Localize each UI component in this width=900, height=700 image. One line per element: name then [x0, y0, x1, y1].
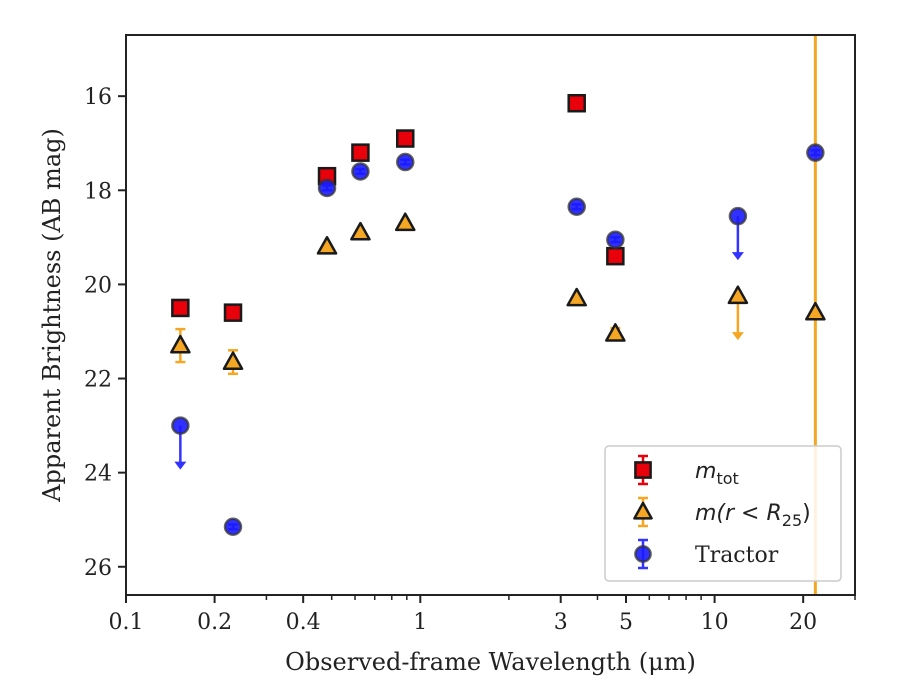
- y-tick-label: 18: [84, 179, 112, 204]
- triangle-marker: [805, 301, 826, 321]
- x-tick-label: 20: [789, 610, 817, 635]
- series-square: [171, 93, 625, 322]
- data-point: [171, 416, 190, 470]
- legend: mtot m(r < R25) Tractor: [604, 445, 842, 582]
- triangle-marker: [394, 212, 416, 232]
- legend-label: m(r < R25): [695, 501, 811, 530]
- circle-marker: [317, 178, 337, 198]
- data-point: [351, 162, 370, 181]
- circle-marker: [223, 517, 243, 537]
- square-marker: [567, 93, 586, 113]
- x-tick-label: 0.2: [197, 610, 232, 635]
- y-axis-label: Apparent Brightness (AB mag): [38, 128, 66, 503]
- upper-limit-arrowhead: [731, 252, 744, 261]
- legend-square-marker: [634, 461, 652, 479]
- data-point: [727, 285, 749, 341]
- legend-label: mtot: [695, 459, 739, 488]
- triangle-marker: [316, 236, 338, 255]
- square-marker: [606, 246, 625, 266]
- triangle-marker: [566, 287, 587, 307]
- plot-frame: [125, 34, 856, 596]
- x-tick-label: 1: [413, 610, 427, 635]
- data-point: [316, 236, 338, 255]
- triangle-marker: [727, 285, 749, 305]
- data-point: [567, 93, 586, 113]
- y-tick-label: 22: [84, 368, 112, 393]
- circle-marker: [171, 416, 190, 435]
- legend-item: m(r < R25): [633, 496, 811, 530]
- data-point: [396, 152, 415, 172]
- x-tick-label: 0.4: [286, 610, 321, 635]
- data-points: [170, 93, 826, 537]
- x-axis-label: Observed-frame Wavelength (μm): [285, 648, 696, 676]
- legend-box: [604, 445, 842, 582]
- data-point: [171, 298, 190, 318]
- data-point: [805, 301, 826, 321]
- upper-limit-arrowhead: [731, 332, 744, 341]
- square-marker: [351, 143, 370, 162]
- data-point: [566, 287, 587, 307]
- y-tick-label: 16: [84, 85, 112, 110]
- triangle-marker: [170, 334, 191, 354]
- legend-circle-marker: [634, 545, 652, 563]
- data-point: [170, 327, 191, 364]
- data-point: [351, 143, 370, 162]
- data-point: [396, 129, 415, 148]
- series-circle: [171, 143, 825, 537]
- circle-marker: [728, 206, 748, 226]
- legend-triangle-marker: [633, 501, 653, 520]
- circle-marker: [396, 152, 415, 172]
- data-point: [317, 178, 337, 198]
- data-point: [350, 221, 371, 241]
- upper-limit-arrowhead: [174, 461, 187, 470]
- data-point: [223, 303, 243, 322]
- data-point: [222, 349, 244, 376]
- data-point: [606, 246, 625, 266]
- x-tick-label: 10: [701, 610, 729, 635]
- triangle-marker: [605, 323, 626, 342]
- square-marker: [171, 298, 190, 318]
- data-point: [223, 517, 243, 537]
- data-point: [728, 206, 748, 261]
- x-tick-label: 3: [554, 610, 568, 635]
- data-point: [567, 197, 586, 217]
- x-tick-label: 5: [619, 610, 633, 635]
- x-tick-label: 0.1: [109, 610, 144, 635]
- triangle-marker: [350, 221, 371, 241]
- y-tick-label: 26: [84, 556, 112, 581]
- y-tick-label: 24: [84, 462, 112, 487]
- data-point: [606, 230, 625, 249]
- axes-ticks: 0.1 0.2 0.4 1 3 5 10 20 16 18 20 22 24 26: [84, 85, 856, 635]
- legend-item: Tractor: [634, 538, 779, 570]
- triangle-marker: [222, 351, 244, 370]
- square-marker: [223, 303, 243, 322]
- legend-label: Tractor: [695, 543, 779, 568]
- series-triangle: [170, 212, 826, 376]
- data-point: [394, 212, 416, 232]
- circle-marker: [351, 162, 370, 181]
- data-point: [806, 143, 825, 162]
- square-marker: [396, 129, 415, 148]
- y-tick-label: 20: [84, 273, 112, 298]
- circle-marker: [567, 197, 586, 217]
- data-point: [605, 323, 626, 342]
- circle-marker: [606, 230, 625, 249]
- legend-item: mtot: [634, 454, 739, 488]
- circle-marker: [806, 143, 825, 162]
